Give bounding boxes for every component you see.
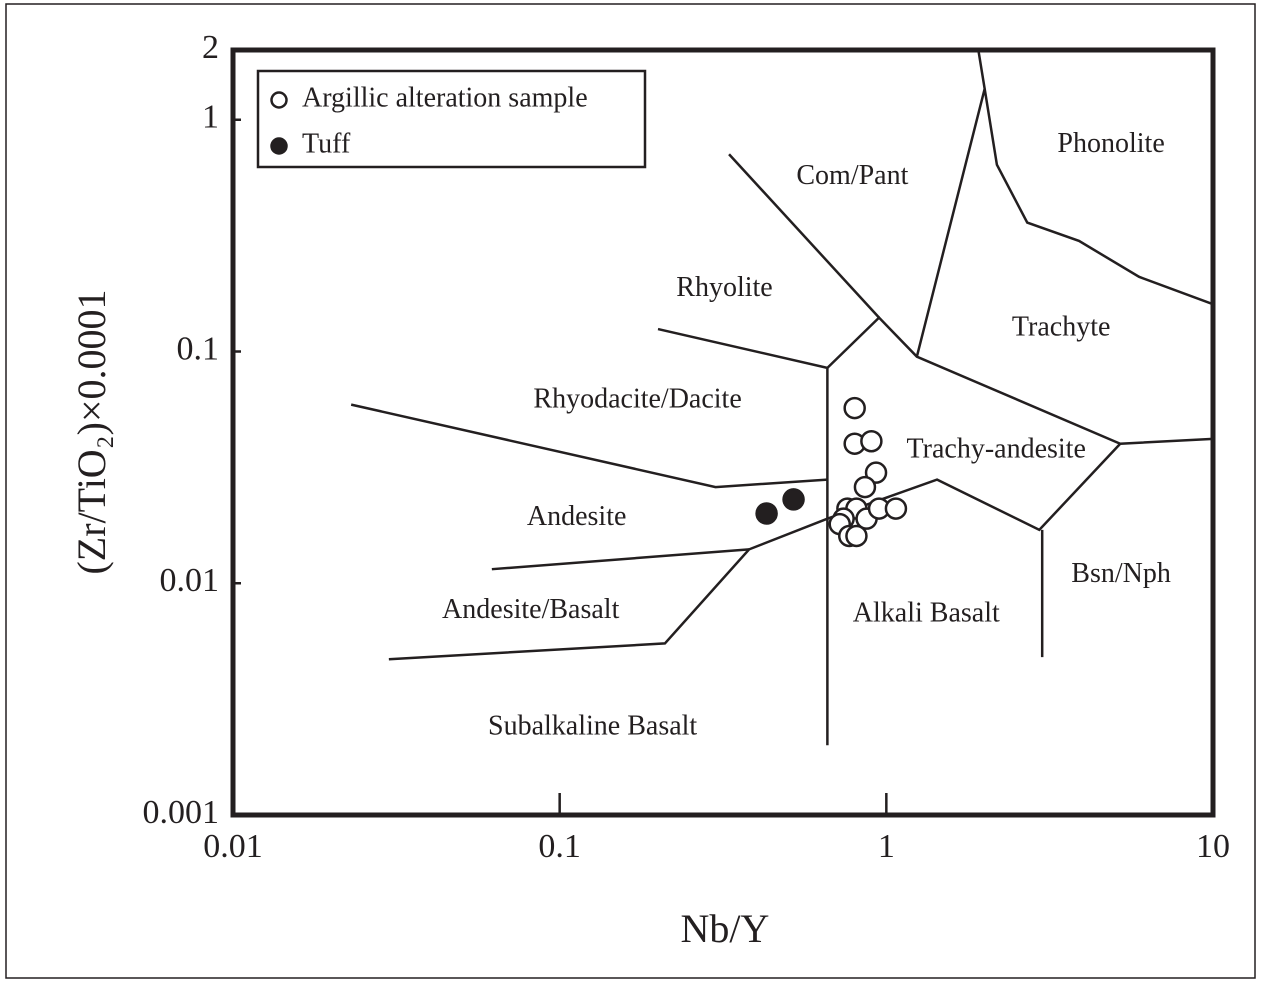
data-point — [860, 429, 883, 453]
y-tick-label: 2 — [202, 29, 219, 66]
field-label: Andesite — [527, 501, 627, 532]
field-boundary — [983, 88, 1213, 306]
field-label: Phonolite — [1057, 128, 1164, 159]
data-point — [782, 488, 805, 511]
field-label: Trachyte — [1012, 311, 1111, 342]
field-boundary — [915, 50, 986, 357]
data-point — [845, 524, 868, 548]
x-tick-label: 1 — [878, 828, 895, 865]
data-point — [755, 502, 778, 525]
field-label: Alkali Basalt — [853, 597, 1000, 628]
y-axis-label: (Zr/TiO₂)×0.0001 — [69, 289, 114, 574]
x-tick-label: 0.1 — [538, 828, 581, 865]
data-point — [884, 497, 908, 520]
field-boundary — [728, 153, 880, 319]
field-boundary — [657, 327, 829, 746]
x-tick-label: 10 — [1196, 828, 1230, 865]
y-tick-label: 0.1 — [177, 330, 220, 367]
field-label: Subalkaline Basalt — [488, 710, 697, 741]
legend-label: Tuff — [302, 128, 351, 159]
field-label: Rhyolite — [676, 272, 772, 303]
y-tick-label: 1 — [202, 99, 219, 136]
data-point — [843, 396, 866, 420]
y-tick-label: 0.001 — [143, 794, 220, 831]
field-label: Rhyodacite/Dacite — [533, 384, 741, 415]
field-boundary — [826, 315, 1121, 445]
data-point — [853, 475, 877, 499]
field-label: Com/Pant — [796, 160, 908, 191]
outer-border — [5, 3, 1256, 979]
legend-marker — [270, 137, 288, 155]
x-tick-label: 0.01 — [203, 828, 263, 865]
field-label: Andesite/Basalt — [442, 594, 620, 625]
field-label: Trachy-andesite — [907, 433, 1086, 464]
axes-frame — [230, 47, 1216, 818]
legend-marker — [270, 91, 288, 109]
legend-box — [256, 69, 647, 169]
legend-label: Argillic alteration sample — [302, 82, 588, 113]
field-boundary — [388, 437, 1213, 661]
x-axis-label: Nb/Y — [681, 906, 770, 951]
y-tick-label: 0.01 — [160, 562, 220, 599]
field-boundary — [491, 548, 750, 571]
field-label: Bsn/Nph — [1071, 558, 1171, 589]
field-boundary — [350, 403, 828, 489]
